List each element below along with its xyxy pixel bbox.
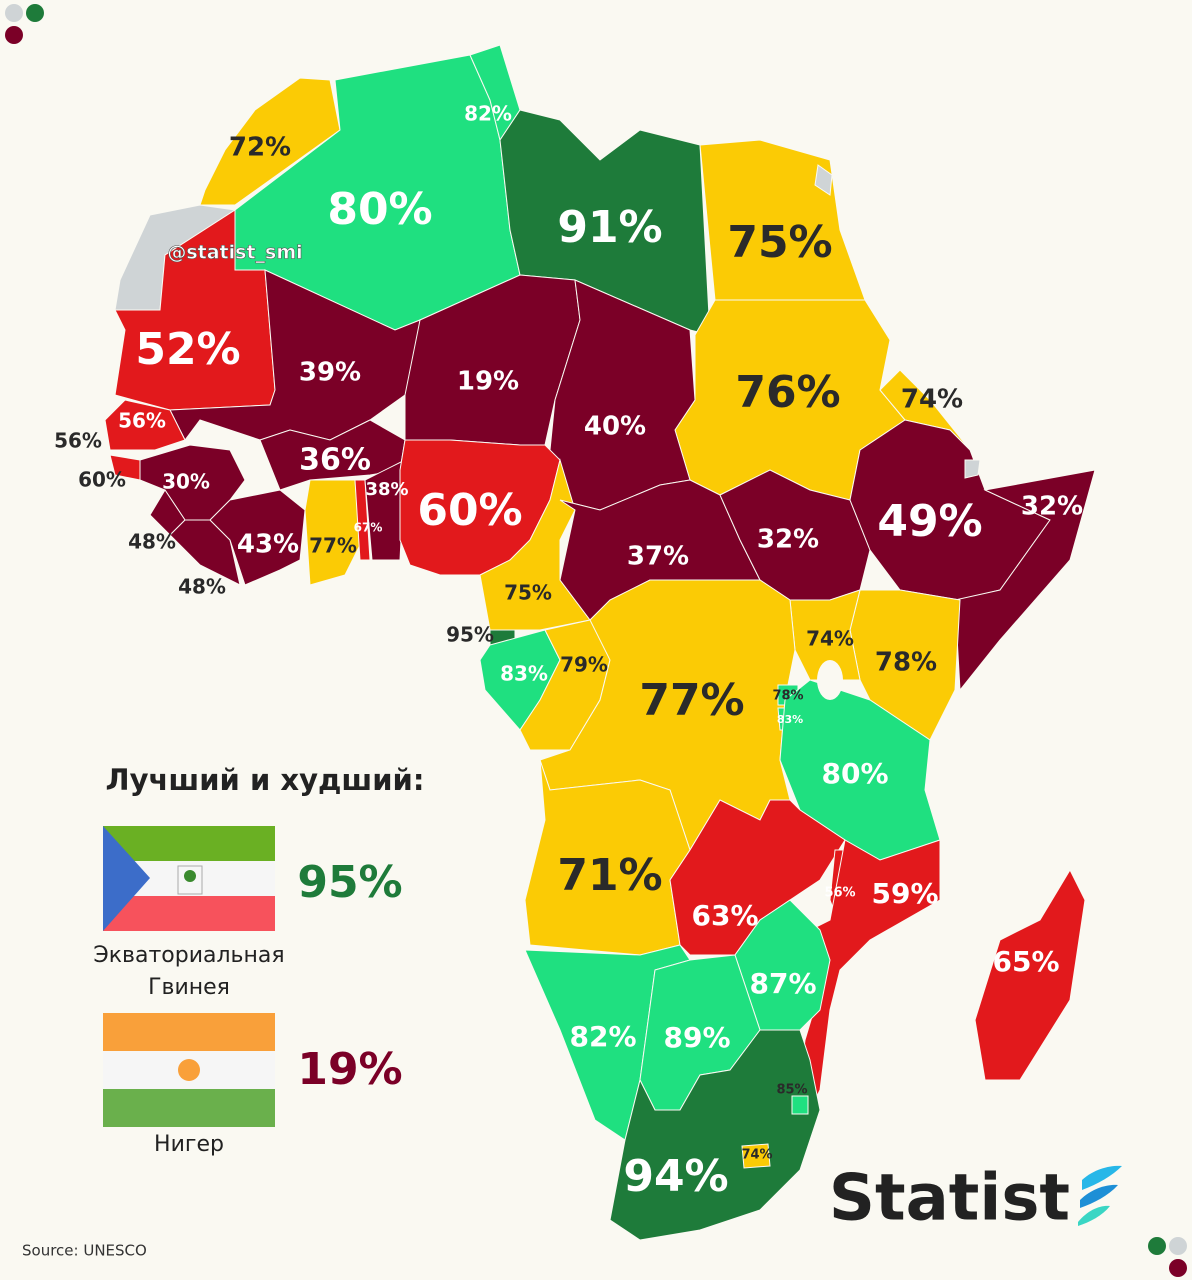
map-label: 60% — [417, 485, 522, 536]
dot — [26, 4, 44, 22]
lake — [817, 660, 843, 700]
flag-stripe — [103, 826, 275, 861]
map-label: 89% — [663, 1021, 730, 1054]
map-label: 39% — [299, 358, 361, 388]
best-value: 95% — [297, 857, 402, 908]
country-region — [669, 799, 846, 956]
map-label: 82% — [464, 102, 512, 126]
map-label: 36% — [299, 443, 371, 478]
map-label: 80% — [821, 757, 888, 790]
flag-stripe — [103, 1089, 275, 1127]
map-label: 78% — [772, 689, 803, 704]
map-label: 95% — [446, 623, 494, 647]
worst-value: 19% — [297, 1044, 402, 1095]
country-region — [479, 458, 591, 631]
flag-stripe — [103, 1013, 275, 1051]
dot — [1169, 1259, 1187, 1277]
dot — [1148, 1237, 1166, 1255]
map-label: 78% — [875, 648, 937, 678]
logo-stroke — [1080, 1184, 1118, 1208]
map-label: 60% — [78, 468, 126, 492]
dot — [5, 26, 23, 44]
map-label: 72% — [229, 133, 291, 163]
map-label: 49% — [877, 496, 982, 547]
country-region — [609, 1029, 821, 1241]
source: Source: UNESCO — [22, 1242, 147, 1260]
flag-emblem — [177, 865, 203, 895]
country-region — [741, 1143, 771, 1169]
brand-icon — [1078, 1165, 1122, 1226]
legend-title: Лучший и худший: — [106, 763, 425, 797]
flag-disc — [178, 1059, 200, 1081]
map-label: 74% — [741, 1148, 772, 1163]
map-label: 85% — [776, 1083, 807, 1098]
map-label: 30% — [162, 470, 210, 494]
map-label: 43% — [237, 530, 299, 560]
map — [104, 44, 1096, 1241]
map-label: 19% — [457, 367, 519, 397]
map-label: 56% — [54, 429, 102, 453]
map-label: 82% — [569, 1020, 636, 1053]
country-region — [209, 489, 306, 586]
logo-stroke — [1078, 1205, 1110, 1226]
flag-triangle — [103, 826, 150, 931]
country-region — [109, 454, 141, 481]
country-region — [791, 1095, 809, 1115]
map-label: 65% — [992, 945, 1059, 978]
map-label: 48% — [178, 575, 226, 599]
map-label: 38% — [365, 479, 408, 500]
map-label: 71% — [557, 850, 662, 901]
country-region — [499, 109, 711, 336]
map-label: 87% — [749, 967, 816, 1000]
map-label: 56% — [118, 409, 166, 433]
country-region — [954, 469, 1096, 692]
country-region — [199, 77, 341, 206]
map-label: 83% — [777, 713, 803, 726]
dot — [1169, 1237, 1187, 1255]
map-label: 80% — [327, 184, 432, 235]
map-label: 56% — [824, 886, 855, 901]
map-label: 83% — [500, 662, 548, 686]
map-label: 40% — [584, 412, 646, 442]
worst-country: Нигер — [154, 1132, 224, 1157]
best-country: Экваториальная Гвинея — [93, 943, 285, 1000]
map-labels: 72% 82% 80% 91% 75% 52% 39% 19% 40% 76% 74% 56% 56% 6… — [54, 102, 1083, 1203]
flag-stripe — [103, 896, 275, 931]
map-label: 37% — [627, 542, 689, 572]
country-region — [974, 868, 1086, 1081]
country-region — [814, 164, 833, 196]
map-label: 52% — [135, 324, 240, 375]
map-label: 77% — [309, 534, 357, 558]
country-region — [789, 589, 861, 681]
map-label: 74% — [806, 627, 854, 651]
map-label: 67% — [354, 521, 383, 535]
map-label: 94% — [623, 1151, 728, 1202]
map-label: 48% — [128, 530, 176, 554]
country-region — [104, 399, 186, 451]
country-region — [964, 459, 981, 479]
map-label: 74% — [901, 385, 963, 415]
country-region — [364, 459, 406, 561]
map-label: 77% — [639, 675, 744, 726]
map-label: 32% — [1021, 492, 1083, 522]
map-label: 59% — [871, 877, 938, 910]
map-label: 32% — [757, 525, 819, 555]
corner-dots — [5, 4, 1187, 1277]
dot — [5, 4, 23, 22]
flag-emblem — [184, 870, 196, 882]
brand: Statist — [829, 1162, 1070, 1236]
map-label: 75% — [727, 217, 832, 268]
map-label: 75% — [504, 581, 552, 605]
flag-niger — [103, 1013, 275, 1127]
map-label: 63% — [691, 899, 758, 932]
handle: @statist_smi — [167, 242, 302, 264]
map-label: 91% — [557, 202, 662, 253]
map-label: 76% — [735, 367, 840, 418]
flag-equatorial-guinea — [103, 826, 275, 931]
map-label: 79% — [560, 653, 608, 677]
logo-stroke — [1082, 1165, 1122, 1190]
